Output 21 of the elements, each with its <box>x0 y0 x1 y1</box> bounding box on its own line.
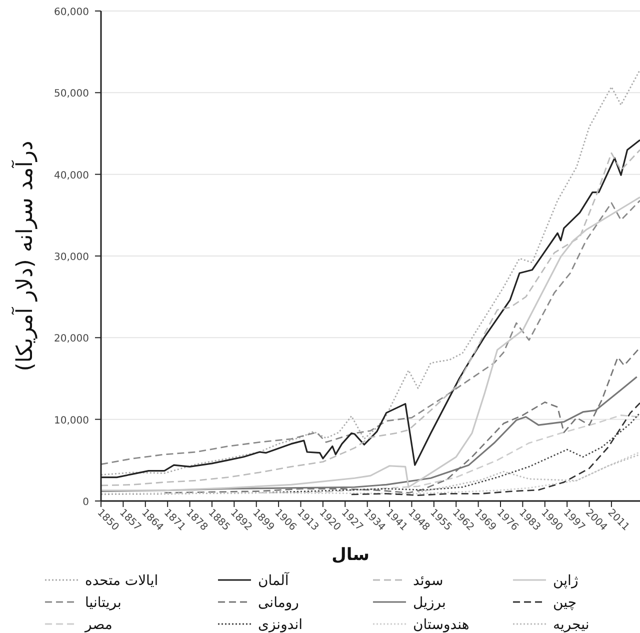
y-tick-label: 10,000 <box>54 415 89 426</box>
legend-label: رومانی <box>258 595 299 611</box>
legend-label: چین <box>553 595 577 611</box>
legend-label: بریتانیا <box>85 595 122 611</box>
legend-label: مصر <box>84 617 112 633</box>
legend-label: برزیل <box>413 595 446 611</box>
y-tick-label: 60,000 <box>54 7 89 18</box>
y-tick-label: 30,000 <box>54 252 89 263</box>
legend-label: سوئد <box>413 573 444 589</box>
y-tick-label: 0 <box>82 497 89 508</box>
legend-label: ایالات متحده <box>85 573 158 589</box>
y-axis-title: درآمد سرانه (دلار آمریکا) <box>11 140 38 372</box>
legend-label: ژاپن <box>553 573 578 589</box>
y-tick-label: 50,000 <box>54 88 89 100</box>
y-tick-label: 20,000 <box>54 334 89 345</box>
legend-label: هندوستان <box>413 617 470 633</box>
x-axis-title: سال <box>332 545 370 565</box>
legend-label: نیجریه <box>553 617 590 633</box>
legend-label: آلمان <box>258 571 290 589</box>
y-tick-label: 40,000 <box>54 170 89 182</box>
legend-label: اندونزی <box>258 617 302 633</box>
